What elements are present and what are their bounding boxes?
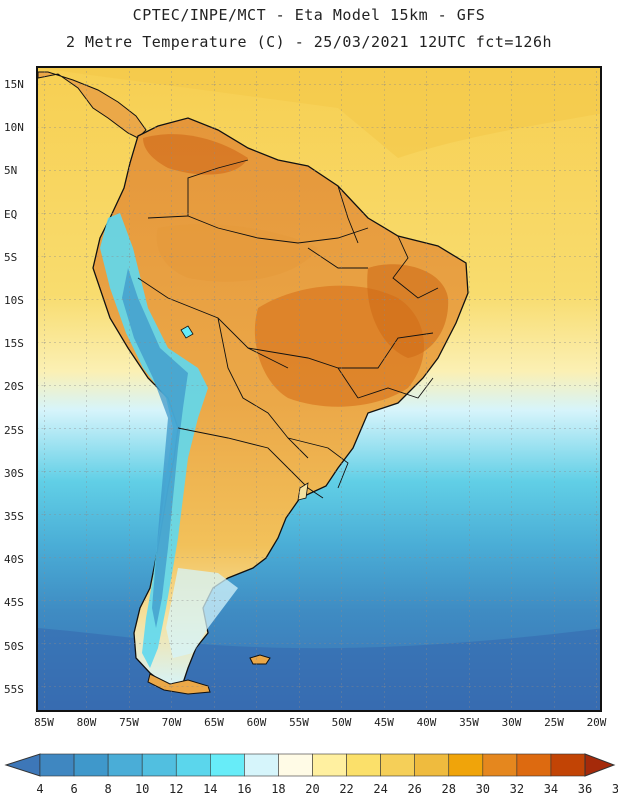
longitude-label: 30W (501, 716, 522, 729)
colorbar-swatch (175, 753, 211, 777)
colorbar-tick-label: 22 (339, 782, 354, 796)
latitude-label: 10N (4, 121, 24, 135)
colorbar-swatch (312, 753, 347, 777)
longitude-label: 25W (544, 716, 564, 729)
longitude-label: 80W (76, 716, 97, 729)
longitude-label: 85W (34, 716, 54, 729)
colorbar-tick-label: 26 (407, 782, 422, 796)
colorbar-tick-label: 8 (104, 782, 112, 796)
colorbar-under-arrow (4, 753, 41, 777)
colorbar-swatch (39, 753, 75, 777)
longitude-label: 40W (416, 716, 437, 729)
latitude-label: 40S (4, 553, 24, 567)
map-subtitle: 2 Metre Temperature (C) - 25/03/2021 12U… (65, 33, 553, 51)
latitude-label: 15N (4, 78, 24, 91)
colorbar-tick-label: 38 (611, 782, 618, 796)
latitude-label: 55S (4, 682, 24, 696)
colorbar-swatch (73, 753, 109, 777)
lat-lon-grid (38, 68, 600, 710)
latitude-label: 35S (4, 510, 24, 523)
colorbar-tick-label: 14 (203, 782, 218, 796)
colorbar-tick-label: 12 (169, 782, 184, 796)
latitude-label: 20S (4, 380, 24, 394)
colorbar-swatch (244, 753, 279, 777)
longitude-label: 60W (246, 716, 267, 729)
map-title: CPTEC/INPE/MCT - Eta Model 15km - GFS (132, 6, 486, 24)
latitude-label: EQ (4, 207, 18, 221)
longitude-label: 55W (289, 716, 309, 729)
colorbar-swatch (278, 753, 313, 777)
colorbar-tick-label: 10 (134, 782, 150, 796)
colorbar-swatch (516, 753, 552, 777)
map-panel (36, 66, 602, 712)
longitude-label: 75W (119, 716, 139, 729)
colorbar-tick-label: 18 (271, 782, 286, 796)
latitude-label: 5N (4, 164, 18, 178)
longitude-label: 65W (204, 716, 224, 729)
colorbar-tick-label: 36 (577, 782, 593, 796)
latitude-label: 45S (4, 596, 24, 610)
latitude-label: 10S (4, 294, 24, 307)
latitude-label: 50S (4, 639, 24, 653)
latitude-label: 25S (4, 423, 24, 437)
longitude-label: 70W (161, 716, 182, 729)
colorbar-tick-label: 20 (305, 782, 320, 796)
longitude-label: 20W (586, 716, 607, 729)
temperature-colorbar (4, 753, 616, 777)
colorbar-swatch (210, 753, 245, 777)
colorbar-swatch (550, 753, 586, 777)
colorbar-swatch (141, 753, 177, 777)
longitude-label: 35W (459, 716, 479, 729)
colorbar-tick-label: 16 (237, 782, 252, 796)
longitude-label: 45W (374, 716, 394, 729)
temperature-map (38, 68, 600, 710)
colorbar-tick-label: 4 (36, 782, 44, 796)
colorbar-swatch (346, 753, 381, 777)
colorbar-tick-label: 34 (543, 782, 559, 796)
colorbar-over-arrow (584, 753, 616, 777)
latitude-label: 5S (4, 250, 18, 264)
colorbar-tick-label: 28 (441, 782, 456, 796)
colorbar-tick-label: 6 (70, 782, 78, 796)
colorbar-swatch (107, 753, 143, 777)
colorbar-tick-label: 32 (509, 782, 525, 796)
colorbar-swatch (482, 753, 518, 777)
colorbar-swatch (448, 753, 484, 777)
colorbar-swatch (414, 753, 450, 777)
colorbar-swatch (380, 753, 415, 777)
colorbar-tick-label: 30 (475, 782, 491, 796)
longitude-label: 50W (331, 716, 352, 729)
colorbar-tick-label: 24 (373, 782, 388, 796)
latitude-label: 15S (4, 337, 24, 351)
latitude-label: 30S (4, 466, 24, 480)
